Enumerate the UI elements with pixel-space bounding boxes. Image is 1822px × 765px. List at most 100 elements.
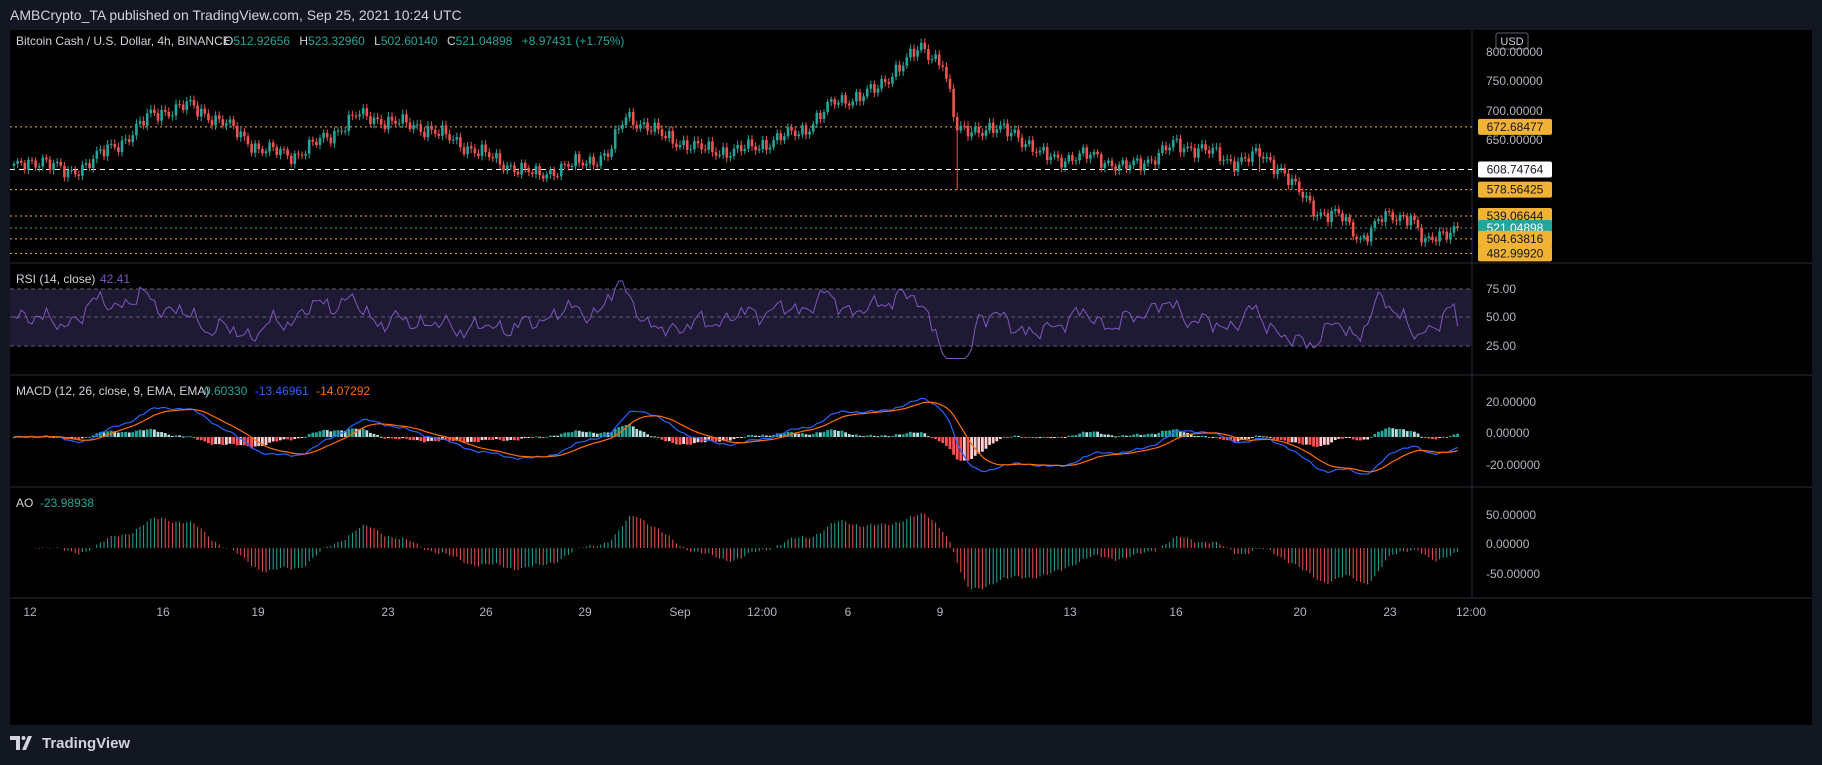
candle-body <box>822 112 826 120</box>
candle-body <box>441 125 444 136</box>
candle-body <box>657 122 660 130</box>
macd-bar <box>1359 437 1362 441</box>
macd-bar <box>84 436 88 438</box>
price-tick-800: 800.00000 <box>1486 45 1543 59</box>
macd-bar <box>462 437 466 443</box>
candle-body <box>120 140 124 153</box>
macd-bar <box>477 437 480 443</box>
macd-bar <box>819 432 822 437</box>
candle-body <box>408 122 412 130</box>
macd-bar <box>149 428 153 437</box>
macd-bar <box>1013 435 1017 437</box>
candle-body <box>538 166 541 176</box>
macd-bar <box>73 437 77 440</box>
candle-body <box>329 137 333 144</box>
macd-bar <box>1344 437 1348 438</box>
candle-body <box>1409 216 1413 226</box>
macd-bar <box>1323 437 1326 445</box>
macd-bar <box>1315 437 1319 447</box>
candle-body <box>1024 144 1027 148</box>
tradingview-logo[interactable]: TradingView <box>10 734 130 752</box>
macd-bar <box>405 437 408 439</box>
candle-body <box>423 131 426 138</box>
macd-bar <box>1150 433 1153 437</box>
macd-bar <box>81 437 84 439</box>
macd-bar <box>99 431 102 437</box>
macd-bar <box>671 437 675 443</box>
macd-bar <box>318 431 322 437</box>
candle-body <box>757 148 761 151</box>
macd-bar <box>1179 431 1182 437</box>
chart-area[interactable]: Bitcoin Cash / U.S. Dollar, 4h, BINANCE … <box>10 30 1812 725</box>
macd-bar <box>1409 431 1413 437</box>
candle-body <box>1186 146 1189 149</box>
candle-body <box>1063 161 1067 168</box>
candle-body <box>901 65 905 72</box>
macd-bar <box>858 435 862 437</box>
candle-body <box>1107 160 1110 164</box>
candle-body <box>1438 231 1441 242</box>
macd-bar <box>599 432 603 437</box>
macd-bar <box>423 437 426 443</box>
macd-bar <box>304 436 307 438</box>
macd-bar <box>1254 435 1258 437</box>
candle-body <box>1229 159 1233 162</box>
candle-body <box>207 113 210 121</box>
candle-body <box>930 59 934 61</box>
candle-body <box>599 155 603 166</box>
currency-button[interactable] <box>1495 32 1529 50</box>
candle-body <box>1265 157 1269 159</box>
candle-body <box>1128 165 1132 169</box>
macd-bar <box>1211 437 1215 438</box>
macd-bar <box>693 437 696 444</box>
candle-body <box>1042 146 1045 151</box>
candle-body <box>1254 148 1258 152</box>
macd-bar <box>102 432 106 437</box>
candle-body <box>520 162 523 175</box>
macd-bar <box>1153 434 1157 437</box>
macd-bar <box>55 436 59 438</box>
candle-body <box>1099 154 1103 168</box>
macd-bar <box>264 437 268 446</box>
candle-body <box>829 99 833 102</box>
candle-body <box>1283 167 1287 174</box>
macd-bar <box>527 437 531 438</box>
candle-body <box>462 147 466 155</box>
candle-body <box>761 139 765 149</box>
candle-body <box>1240 157 1243 162</box>
macd-bar <box>869 434 873 437</box>
candle-body <box>1125 160 1128 169</box>
candle-body <box>1236 161 1240 172</box>
macd-bar <box>991 437 995 444</box>
candle-body <box>502 164 505 171</box>
candle-body <box>747 139 750 149</box>
candle-body <box>45 157 48 160</box>
macd-bar <box>912 432 916 437</box>
macd-bar <box>747 435 750 437</box>
currency-label[interactable]: USD <box>1500 36 1523 48</box>
macd-bar <box>621 426 624 437</box>
macd-bar <box>1128 435 1132 437</box>
candle-body <box>34 160 37 168</box>
macd-bar <box>171 435 174 437</box>
macd-bar <box>837 430 840 437</box>
macd-bar <box>995 437 999 442</box>
candle-body <box>1366 235 1369 242</box>
macd-bar <box>1351 437 1355 440</box>
macd-bar <box>1063 437 1067 438</box>
level-tag-0 <box>1478 118 1552 135</box>
macd-bar <box>487 437 491 441</box>
macd-bar <box>1413 431 1416 437</box>
macd-bar <box>113 431 117 437</box>
candle-body <box>682 140 685 146</box>
candle-body <box>387 116 390 130</box>
candle-body <box>1247 158 1251 162</box>
candle-body <box>649 130 653 132</box>
candle-body <box>973 126 977 133</box>
macd-bar <box>394 437 397 439</box>
chart-svg[interactable]: Bitcoin Cash / U.S. Dollar, 4h, BINANCE … <box>10 30 1812 725</box>
macd-bar <box>484 437 487 440</box>
macd-bar <box>520 437 523 439</box>
candle-body <box>1161 145 1164 153</box>
candle-body <box>858 92 862 102</box>
